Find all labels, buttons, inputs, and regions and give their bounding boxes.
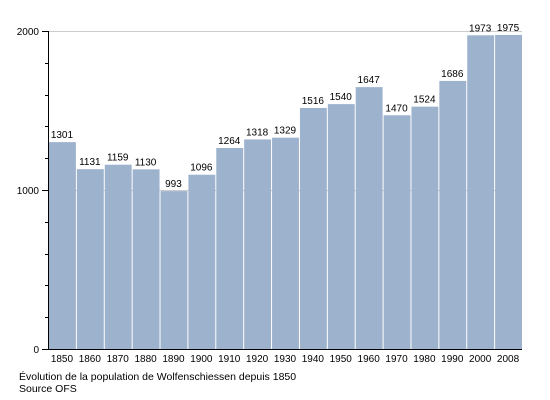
bar-1860 <box>77 169 104 349</box>
x-tick-label-1870: 1870 <box>107 354 130 365</box>
x-tick-label-1980: 1980 <box>413 354 436 365</box>
bar-1900 <box>188 175 215 349</box>
bar-1890 <box>161 191 188 349</box>
bar-1950 <box>328 104 355 349</box>
x-tick-label-1880: 1880 <box>134 354 157 365</box>
y-tick-label-0: 0 <box>33 345 39 356</box>
x-tick-label-1940: 1940 <box>302 354 325 365</box>
bar-1980 <box>411 107 438 349</box>
data-label-1920: 1318 <box>246 127 269 138</box>
data-label-1890: 993 <box>165 179 182 190</box>
y-tick-label-1000: 1000 <box>17 186 40 197</box>
data-label-1900: 1096 <box>190 163 213 174</box>
data-label-2000: 1973 <box>469 23 492 34</box>
data-label-1970: 1470 <box>385 103 408 114</box>
bar-1930 <box>272 138 299 349</box>
data-label-1940: 1516 <box>302 96 325 107</box>
x-tick-label-1950: 1950 <box>330 354 353 365</box>
data-label-1860: 1131 <box>79 157 101 168</box>
x-tick-label-1900: 1900 <box>190 354 213 365</box>
x-tick-label-1930: 1930 <box>274 354 297 365</box>
data-label-1870: 1159 <box>107 153 129 164</box>
x-tick-label-2000: 2000 <box>469 354 492 365</box>
bar-1960 <box>356 87 383 349</box>
data-label-1930: 1329 <box>274 126 297 137</box>
data-label-1980: 1524 <box>413 95 436 106</box>
bar-1910 <box>216 148 243 349</box>
bar-1870 <box>105 165 132 349</box>
bar-2008 <box>495 35 522 349</box>
data-label-1950: 1540 <box>330 92 353 103</box>
data-label-1910: 1264 <box>218 136 241 147</box>
bar-2000 <box>467 35 494 349</box>
x-tick-label-1960: 1960 <box>358 354 381 365</box>
x-tick-label-1990: 1990 <box>441 354 464 365</box>
bars <box>49 35 522 349</box>
y-tick-label-2000: 2000 <box>17 27 40 38</box>
bar-1990 <box>439 81 466 349</box>
x-tick-label-1920: 1920 <box>246 354 269 365</box>
bar-1940 <box>300 108 327 349</box>
bar-1880 <box>133 169 160 349</box>
x-tick-label-1860: 1860 <box>79 354 102 365</box>
data-label-2008: 1975 <box>497 23 520 34</box>
data-label-1880: 1130 <box>135 157 157 168</box>
x-tick-label-1910: 1910 <box>218 354 241 365</box>
x-tick-label-2008: 2008 <box>497 354 520 365</box>
bar-1920 <box>244 139 271 349</box>
data-label-1990: 1686 <box>441 69 464 80</box>
x-tick-label-1850: 1850 <box>51 354 74 365</box>
x-tick-label-1970: 1970 <box>385 354 408 365</box>
bar-1850 <box>49 142 76 349</box>
data-label-1960: 1647 <box>358 75 381 86</box>
bar-1970 <box>384 115 411 349</box>
x-tick-label-1890: 1890 <box>162 354 185 365</box>
chart-source: Source OFS <box>19 383 77 395</box>
chart-title: Évolution de la population de Wolfenschi… <box>19 371 296 383</box>
data-label-1850: 1301 <box>51 130 74 141</box>
